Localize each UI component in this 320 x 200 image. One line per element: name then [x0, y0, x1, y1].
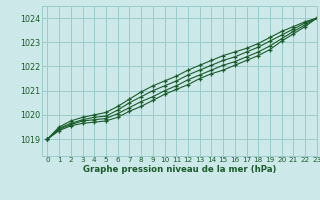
X-axis label: Graphe pression niveau de la mer (hPa): Graphe pression niveau de la mer (hPa) — [83, 165, 276, 174]
